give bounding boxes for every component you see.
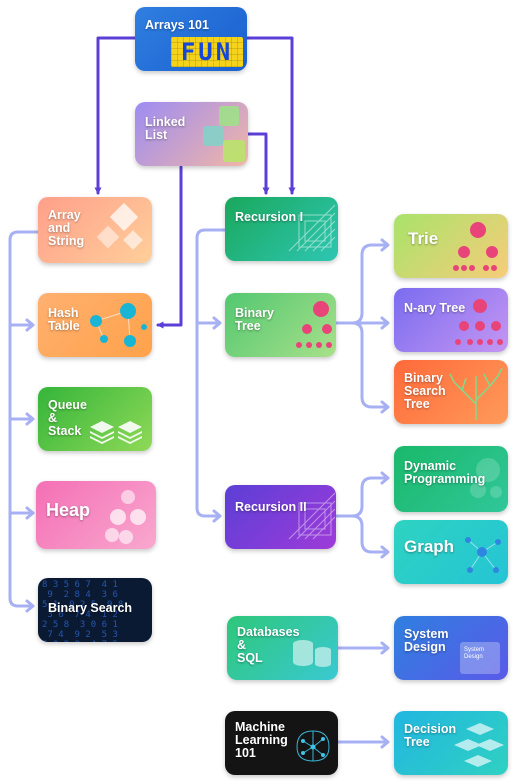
node-linked-list-label: Linked List — [145, 115, 186, 142]
graph-network-icon — [465, 537, 501, 573]
node-arrays-101[interactable]: Arrays 101 FUN — [135, 7, 247, 71]
dp-circles-icon — [470, 458, 502, 498]
node-decision-tree[interactable]: Decision Tree — [394, 711, 508, 775]
branch-bt-to-trie — [334, 238, 390, 325]
heap-circles-icon — [105, 490, 146, 544]
layers-icon — [90, 421, 142, 444]
node-ml101-label: Machine Learning 101 — [235, 720, 288, 760]
node-databases-sql[interactable]: Databases & SQL — [227, 616, 338, 680]
node-nary-tree[interactable]: N-ary Tree — [394, 288, 508, 352]
fun-badge: FUN — [171, 37, 243, 67]
node-hash-table-label: Hash Table — [48, 306, 80, 333]
node-heap[interactable]: Heap — [36, 481, 156, 549]
arrow-arrays-to-recursion1 — [245, 36, 296, 195]
branch-to-binary-search — [25, 599, 35, 613]
branch-to-queue-stack — [8, 412, 35, 426]
node-arrays-101-label: Arrays 101 — [145, 18, 209, 32]
node-system-design-label: System Design — [404, 627, 449, 654]
node-binary-tree[interactable]: Binary Tree — [225, 293, 336, 357]
node-decision-tree-label: Decision Tree — [404, 722, 457, 749]
linked-squares-icon — [203, 106, 247, 164]
branch-to-binary-tree — [195, 316, 222, 330]
branch-r2-to-dp — [334, 471, 390, 518]
branching-tree-icon — [449, 367, 503, 420]
node-recursion-2-label: Recursion II — [235, 500, 307, 514]
node-system-design[interactable]: System Design System Design — [394, 616, 508, 680]
node-binary-search-tree[interactable]: Binary Search Tree — [394, 360, 508, 424]
node-binary-tree-label: Binary Tree — [235, 306, 274, 333]
node-nary-tree-label: N-ary Tree — [404, 301, 466, 315]
node-array-and-string[interactable]: Array and String — [38, 197, 152, 263]
node-graph-label: Graph — [404, 537, 455, 556]
database-cylinders-icon — [293, 640, 331, 667]
branch-r2-to-graph — [350, 514, 390, 559]
circles-graph-icon — [90, 303, 147, 347]
node-array-and-string-label: Array and String — [48, 208, 85, 248]
node-queue-stack[interactable]: Queue & Stack — [38, 387, 152, 451]
node-bst-label: Binary Search Tree — [404, 371, 446, 411]
node-recursion-1-label: Recursion I — [235, 210, 304, 224]
screen-inner-label: System Design — [464, 647, 485, 660]
trie-nodes-icon — [453, 222, 498, 271]
branch-ml-to-decision-tree — [336, 735, 390, 749]
branch-db-to-system-design — [336, 641, 390, 655]
node-machine-learning-101[interactable]: Machine Learning 101 — [225, 711, 338, 775]
branch-to-hash-table — [8, 318, 35, 332]
node-databases-sql-label: Databases & SQL — [237, 625, 300, 665]
node-binary-search-label: Binary Search — [48, 601, 133, 615]
nary-tree-icon — [455, 299, 503, 345]
node-dp-label: Dynamic Programming — [404, 459, 486, 486]
nested-squares-icon — [288, 204, 335, 252]
neural-brain-icon — [296, 730, 330, 762]
node-dynamic-programming[interactable]: Dynamic Programming — [394, 446, 508, 512]
node-recursion-1[interactable]: Recursion I — [225, 197, 338, 261]
system-design-screen-icon: System Design — [460, 642, 500, 674]
node-linked-list[interactable]: Linked List — [135, 102, 248, 166]
node-recursion-2[interactable]: Recursion II — [225, 485, 336, 549]
node-binary-search[interactable]: 8 3 5 6 7 4 1 9 2 8 4 3 6 5 1 0 2 5 9 8 … — [38, 578, 152, 642]
number-matrix-pattern: 8 3 5 6 7 4 1 9 2 8 4 3 6 5 1 0 2 5 9 8 … — [42, 580, 124, 642]
branch-bt-to-nary — [334, 316, 390, 330]
node-graph[interactable]: Graph — [394, 520, 508, 584]
arrow-arrays-to-array-string — [94, 36, 137, 195]
arrow-linked-list-to-recursion1 — [246, 132, 270, 195]
nested-squares-icon — [288, 492, 335, 540]
branch-to-recursion2 — [212, 509, 222, 523]
node-queue-stack-label: Queue & Stack — [48, 398, 87, 438]
branch-to-heap — [8, 506, 35, 520]
arrow-linked-list-to-hash-table — [156, 165, 183, 329]
branch-bt-to-bst — [350, 321, 390, 414]
tree-nodes-icon — [296, 301, 332, 348]
diamond-shapes-icon — [96, 202, 143, 250]
node-hash-table[interactable]: Hash Table — [38, 293, 152, 357]
stacked-tiles-icon — [454, 723, 504, 767]
node-trie[interactable]: Trie — [394, 214, 508, 278]
node-heap-label: Heap — [46, 500, 91, 520]
node-trie-label: Trie — [408, 229, 439, 248]
branch-mid-spine — [195, 228, 227, 518]
